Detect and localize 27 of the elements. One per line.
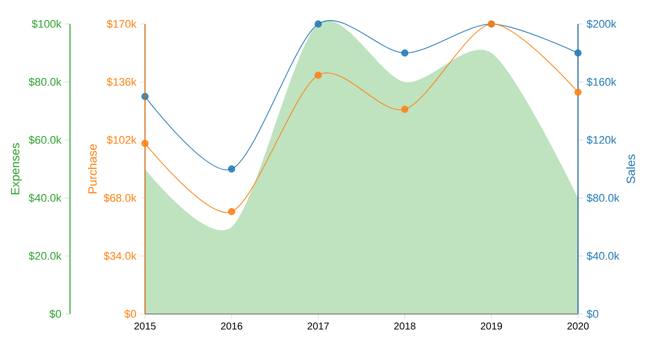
y3-axis-title: Expenses [11,143,22,194]
y3-tick-label: $60.0k [28,136,62,144]
y2-tick-label: $120k [586,136,616,144]
y2-tick-label: $160k [586,78,616,86]
y2-tick-label: $80.0k [586,194,620,202]
y3-tick-label: $80.0k [28,78,62,86]
x-tick-label: 2018 [394,322,416,330]
y2-tick-label: $40.0k [586,252,620,260]
x-tick-label: 2016 [221,322,242,330]
y3-tick-label: $20.0k [28,252,62,260]
y2-tick-label: $0 [586,310,598,318]
x-tick-label: 2020 [567,322,589,330]
y-tick-label: $68.0k [104,194,136,202]
y2-tick-label: $200k [586,20,616,28]
y-tick-label: $0 [124,310,136,318]
y2-axis-title: Sales [626,154,636,184]
y3-tick-label: $40.0k [28,194,62,202]
x-tick-label: 2015 [134,322,156,330]
y-tick-label: $170k [106,20,136,28]
y-tick-label: $136k [106,78,136,86]
x-tick-label: 2017 [308,322,329,330]
y-axis-title: Purchase [88,144,97,194]
y3-tick-label: $100k [32,20,62,28]
y-tick-label: $34.0k [104,252,136,260]
y3-tick-label: $0 [49,310,62,318]
x-tick-label: 2019 [480,322,502,330]
y-tick-label: $102k [106,136,136,144]
